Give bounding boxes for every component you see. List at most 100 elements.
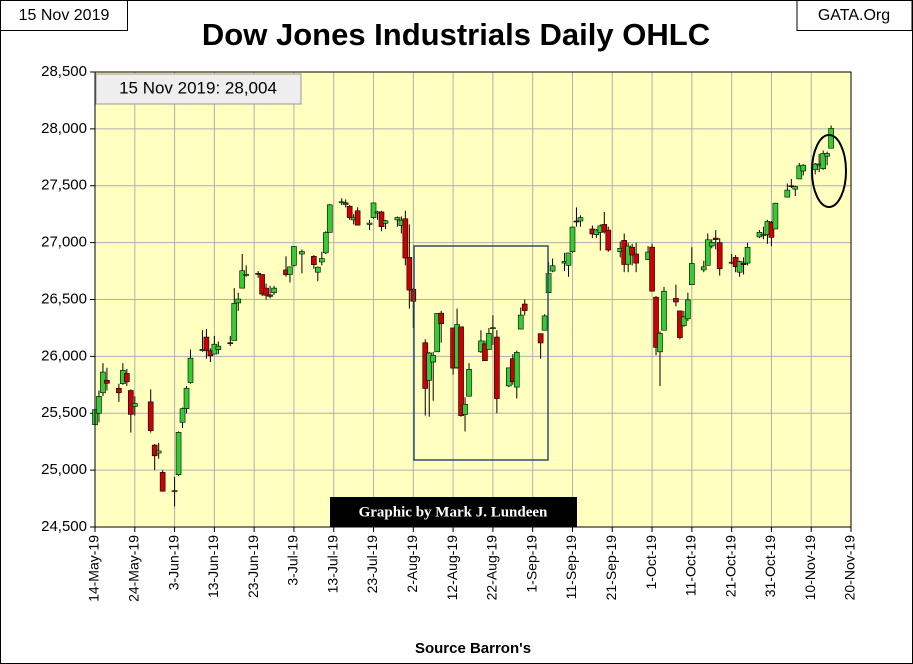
candle-body <box>744 246 751 264</box>
candle-body <box>800 164 807 172</box>
y-tick-label: 28,000 <box>41 120 87 137</box>
candle-body <box>267 294 273 297</box>
candle-body <box>541 315 548 331</box>
x-tick-label: 11-Oct-19 <box>683 535 699 596</box>
candle-body <box>569 226 576 253</box>
candle-body <box>430 355 437 363</box>
x-tick-label: 14-May-19 <box>86 535 102 602</box>
candle-body <box>159 472 166 492</box>
y-tick-label: 27,500 <box>41 177 87 194</box>
candle-body <box>227 342 234 345</box>
candle-body <box>458 326 464 416</box>
candle-body <box>513 351 520 388</box>
candles <box>92 125 834 507</box>
x-axis-label: Source Barron's <box>415 640 531 657</box>
candle-body <box>434 313 440 353</box>
y-tick-label: 28,500 <box>41 63 87 80</box>
last-label: 15 Nov 2019: 28,004 <box>119 78 277 97</box>
candle-body <box>406 257 413 291</box>
candle-body <box>378 211 385 228</box>
candle-body <box>716 242 723 270</box>
candle-body <box>338 201 345 204</box>
candle-body <box>577 217 584 222</box>
candle-body <box>346 205 353 218</box>
candle-body <box>681 316 687 326</box>
candle-body <box>828 128 834 149</box>
candle-body <box>299 251 305 255</box>
date-label: 15 Nov 2019 <box>19 7 110 24</box>
x-tick-label: 11-Sep-19 <box>563 535 579 600</box>
candle-body <box>549 265 556 272</box>
candle-body <box>438 312 444 325</box>
candle-body <box>370 202 377 218</box>
candle-body <box>494 336 500 399</box>
date-box <box>0 0 128 31</box>
candle-body <box>382 220 389 224</box>
candle-body <box>171 490 178 493</box>
candle-body <box>521 303 528 311</box>
x-tick-label: 23-Jun-19 <box>245 535 261 598</box>
candle-body <box>318 258 325 263</box>
candle-body <box>243 274 249 276</box>
candle-body <box>239 270 246 289</box>
candle-body <box>700 266 707 271</box>
chart-title: Dow Jones Industrials Daily OHLC <box>202 17 710 52</box>
candle-body <box>661 290 667 331</box>
candle-body <box>760 234 767 236</box>
candle-body <box>601 224 608 233</box>
candle-body <box>322 232 329 254</box>
candle-body <box>482 343 488 361</box>
candle-body <box>291 246 297 266</box>
x-tick-label: 21-Sep-19 <box>603 535 619 601</box>
candle-body <box>231 303 238 341</box>
candle-body <box>96 396 102 414</box>
candle-body <box>772 202 779 230</box>
candle-body <box>633 253 639 264</box>
candle-body <box>768 221 775 238</box>
candle-body <box>490 327 496 330</box>
candle-body <box>653 296 659 348</box>
candle-body <box>128 390 134 415</box>
candle-body <box>104 379 110 384</box>
candle-body <box>263 287 269 296</box>
candle-body <box>605 229 612 251</box>
y-tick-label: 25,000 <box>41 461 87 478</box>
x-tick-label: 21-Oct-19 <box>722 535 738 597</box>
candle-body <box>271 287 277 293</box>
x-tick-label: 2-Aug-19 <box>404 535 420 593</box>
x-tick-label: 20-Nov-19 <box>842 535 858 601</box>
candle-body <box>820 153 826 169</box>
candle-body <box>354 210 361 226</box>
candle-body <box>466 369 472 397</box>
x-tick-label: 24-May-19 <box>125 535 141 602</box>
candle-body <box>537 333 544 344</box>
candle-body <box>326 204 333 233</box>
candle-body <box>342 202 349 205</box>
credit: Graphic by Mark J. Lundeen <box>359 504 548 520</box>
candle-body <box>183 387 190 410</box>
candle-body <box>788 185 795 188</box>
x-tick-label: 10-Nov-19 <box>802 535 818 601</box>
candle-body <box>517 314 524 330</box>
site-box <box>796 0 913 31</box>
credit-box <box>330 497 577 527</box>
candle-body <box>712 237 719 240</box>
y-tick-label: 26,500 <box>41 290 87 307</box>
candle-body <box>708 242 715 247</box>
candle-body <box>147 401 154 431</box>
last-box <box>95 73 302 105</box>
candle-body <box>740 262 747 265</box>
candle-body <box>255 273 261 275</box>
candle-body <box>235 298 242 304</box>
candle-body <box>462 403 468 415</box>
candle-body <box>824 153 830 157</box>
candle-body <box>124 373 130 383</box>
candle-body <box>203 336 210 352</box>
highlight-ellipse <box>811 134 847 208</box>
candle-body <box>287 266 293 275</box>
x-tick-label: 1-Oct-19 <box>643 535 659 590</box>
candle-body <box>792 186 799 190</box>
candle-body <box>179 408 186 423</box>
x-tick-label: 31-Oct-19 <box>762 535 778 597</box>
